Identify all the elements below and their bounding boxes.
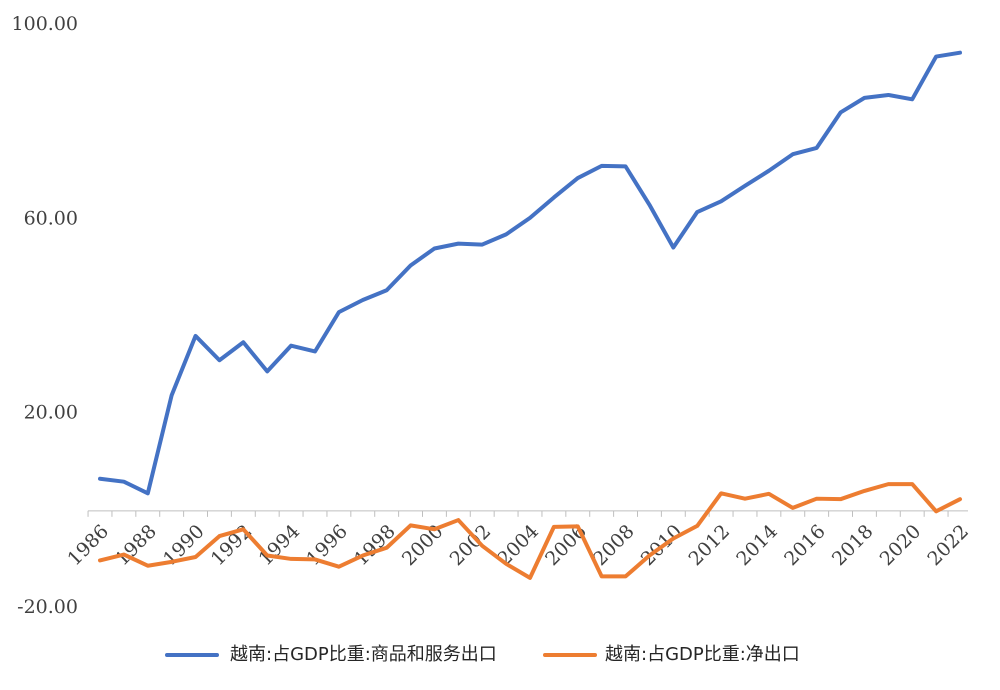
legend-label-1: 越南:占GDP比重:净出口 [605, 644, 800, 665]
legend-label-0: 越南:占GDP比重:商品和服务出口 [230, 644, 497, 665]
y-tick-label: 100.00 [12, 13, 78, 35]
x-tick-label: 2014 [732, 520, 782, 570]
x-tick-label: 2018 [828, 520, 878, 570]
y-tick-label: 60.00 [24, 207, 78, 229]
series-line-0 [98, 50, 962, 496]
y-tick-label: 20.00 [24, 402, 78, 424]
series-line-1 [98, 482, 962, 580]
x-tick-label: 1994 [255, 520, 305, 570]
series-lines [98, 50, 962, 580]
x-tick-label: 1988 [111, 520, 161, 570]
x-axis-tickmarks [87, 510, 949, 517]
x-tick-label: 1998 [350, 520, 400, 570]
legend: 越南:占GDP比重:商品和服务出口 越南:占GDP比重:净出口 [165, 644, 800, 665]
y-axis-ticks: 100.00 60.00 20.00 -20.00 [12, 13, 78, 618]
x-axis-ticks: 1986198819901992199419961998200020022004… [63, 520, 973, 570]
x-tick-label: 2002 [446, 520, 496, 570]
x-tick-label: 2022 [923, 520, 973, 570]
x-tick-label: 1986 [63, 520, 113, 570]
x-tick-label: 1992 [207, 520, 257, 570]
x-tick-label: 2020 [876, 520, 926, 570]
x-tick-label: 2016 [780, 520, 830, 570]
y-tick-label: -20.00 [17, 596, 78, 618]
